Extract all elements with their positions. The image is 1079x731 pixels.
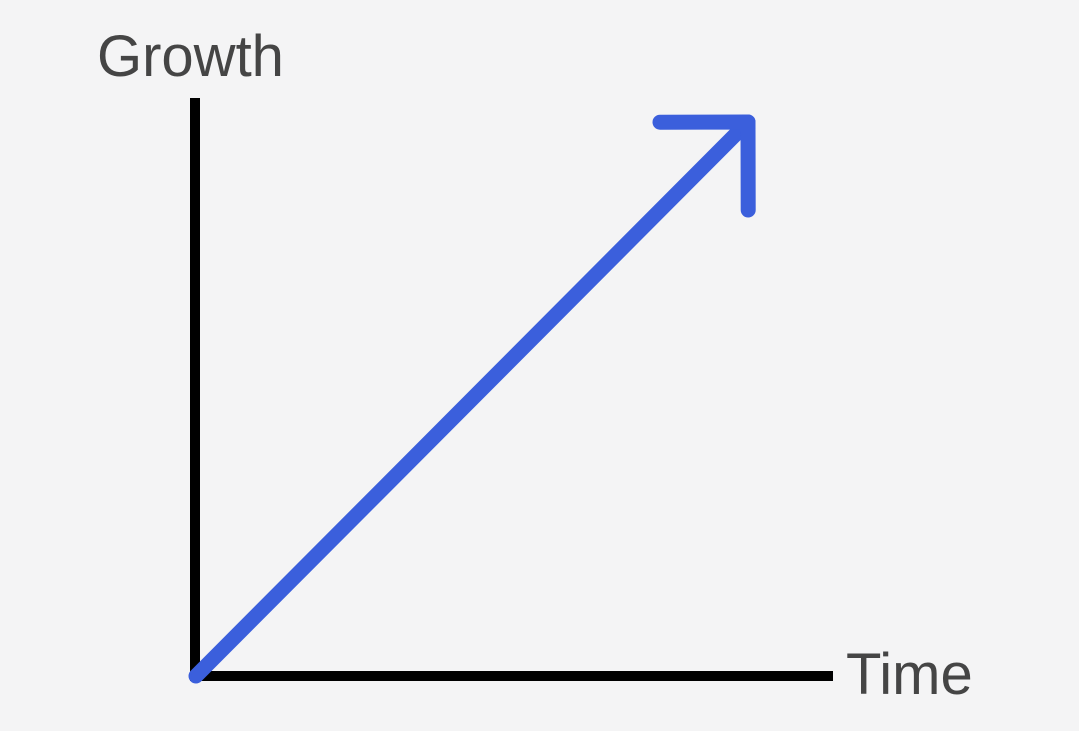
y-axis-title: Growth <box>97 24 284 89</box>
arrowhead-icon <box>652 114 756 218</box>
series-line-1 <box>188 114 756 684</box>
x-axis-title: Time <box>846 642 973 707</box>
